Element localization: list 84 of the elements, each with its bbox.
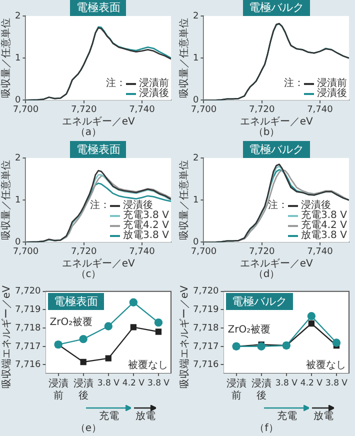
legend-label: 充電4.2 V (301, 220, 347, 232)
legend-label: 放電3.8 V (123, 230, 169, 242)
y-tick-label: 0 (14, 96, 21, 106)
y-tick-label: 7,716 (193, 360, 220, 370)
x-tick-label: 7,700 (190, 104, 217, 115)
x-axis-title: エネルギー／eV (62, 258, 136, 270)
y-tick-label: 0 (14, 238, 21, 248)
text: （e） (74, 423, 103, 435)
y-tick-label: 7,718 (15, 323, 42, 334)
legend-label: 充電4.2 V (123, 220, 169, 232)
x-tick-label: 7,720 (248, 104, 275, 115)
y-tick-label: 7,719 (193, 305, 220, 316)
y-tick-label: 2 (192, 153, 199, 164)
chart-title: 電極バルク (242, 0, 310, 16)
y-tick-label: 2 (192, 11, 199, 22)
y-axis-title: 吸収量／任意単位 (1, 18, 13, 98)
x-tick-label: 3.8 V (325, 378, 348, 388)
y-tick-label: 7,720 (15, 286, 42, 297)
legend-title: 注： (106, 78, 126, 90)
y-tick-label: 1 (192, 195, 199, 206)
text: 充電 (98, 411, 119, 423)
chart-title: 電極バルク (226, 293, 293, 310)
chart-title: 電極表面 (70, 0, 126, 16)
y-axis-title: 吸収量／任意単位 (179, 160, 191, 240)
x-tick-label: 3.8 V (147, 378, 170, 388)
x-tick-label: 7,720 (70, 246, 97, 257)
x-tick-label: 浸漬前 (48, 378, 68, 402)
x-tick-label: 4.2 V (122, 378, 145, 388)
x-tick-label: 7,740 (307, 246, 334, 257)
legend-label: 浸漬後 (139, 88, 169, 100)
y-tick-label: 7,717 (193, 342, 219, 352)
chart-title: 電極表面 (48, 293, 104, 310)
x-tick-label: 3.8 V (275, 378, 298, 388)
x-tick-label: 7,720 (70, 104, 97, 115)
x-tick-label: 浸漬前 (226, 378, 246, 402)
chart-title: 電極表面 (70, 141, 126, 158)
y-tick-label: 7,719 (15, 305, 42, 316)
text: 充電 (276, 411, 297, 423)
y-tick-label: 2 (14, 153, 21, 164)
y-axis-title: 吸収量／任意単位 (1, 160, 13, 240)
y-axis-title: 吸収端エネルギー／eV (179, 285, 191, 388)
legend-title: 注： (284, 78, 304, 90)
y-tick-label: 7,716 (15, 360, 42, 370)
x-tick-label: 浸漬後 (73, 378, 94, 402)
y-tick-label: 1 (192, 53, 199, 64)
legend-label: 放電3.8 V (301, 230, 347, 242)
text: （b） (252, 127, 281, 139)
x-tick-label: 4.2 V (300, 378, 323, 388)
x-tick-label: 3.8 V (97, 378, 120, 388)
y-axis-title: 吸収端エネルギー／eV (1, 285, 13, 388)
y-tick-label: 2 (14, 11, 21, 22)
y-tick-label: 0 (192, 96, 199, 106)
y-axis-title: 吸収量／任意単位 (179, 18, 191, 98)
text: 放電 (135, 411, 156, 423)
x-tick-label: 7,700 (190, 246, 217, 257)
y-tick-label: 0 (192, 238, 199, 248)
y-tick-label: 1 (14, 53, 21, 64)
series-label: 被覆なし (128, 359, 168, 371)
text: （d） (252, 269, 281, 281)
x-tick-label: 7,700 (12, 104, 39, 115)
x-axis-title: エネルギー／eV (240, 258, 314, 270)
x-tick-label: 7,700 (12, 246, 39, 257)
text: （c） (74, 269, 102, 281)
text: 放電 (313, 411, 334, 423)
y-tick-label: 7,717 (15, 342, 41, 352)
text: （a） (74, 127, 103, 139)
legend-label: 浸漬後 (317, 88, 347, 100)
legend-title: 注： (268, 200, 288, 212)
x-tick-label: 7,740 (129, 104, 156, 115)
x-axis-title: エネルギー／eV (240, 116, 314, 128)
series-label: 被覆なし (306, 359, 346, 371)
x-axis-title: エネルギー／eV (62, 116, 136, 128)
chart-title: 電極バルク (242, 141, 310, 158)
x-tick-label: 7,720 (248, 246, 275, 257)
x-tick-label: 浸漬後 (251, 378, 272, 402)
y-tick-label: 7,718 (193, 323, 220, 334)
y-tick-label: 1 (14, 195, 21, 206)
series-label: ZrO₂被覆 (50, 316, 93, 328)
legend-title: 注： (90, 200, 110, 212)
text: （f） (254, 423, 280, 435)
y-tick-label: 7,720 (193, 286, 220, 297)
x-tick-label: 7,740 (129, 246, 156, 257)
series-label: ZrO₂被覆 (228, 323, 271, 336)
x-tick-label: 7,740 (307, 104, 334, 115)
